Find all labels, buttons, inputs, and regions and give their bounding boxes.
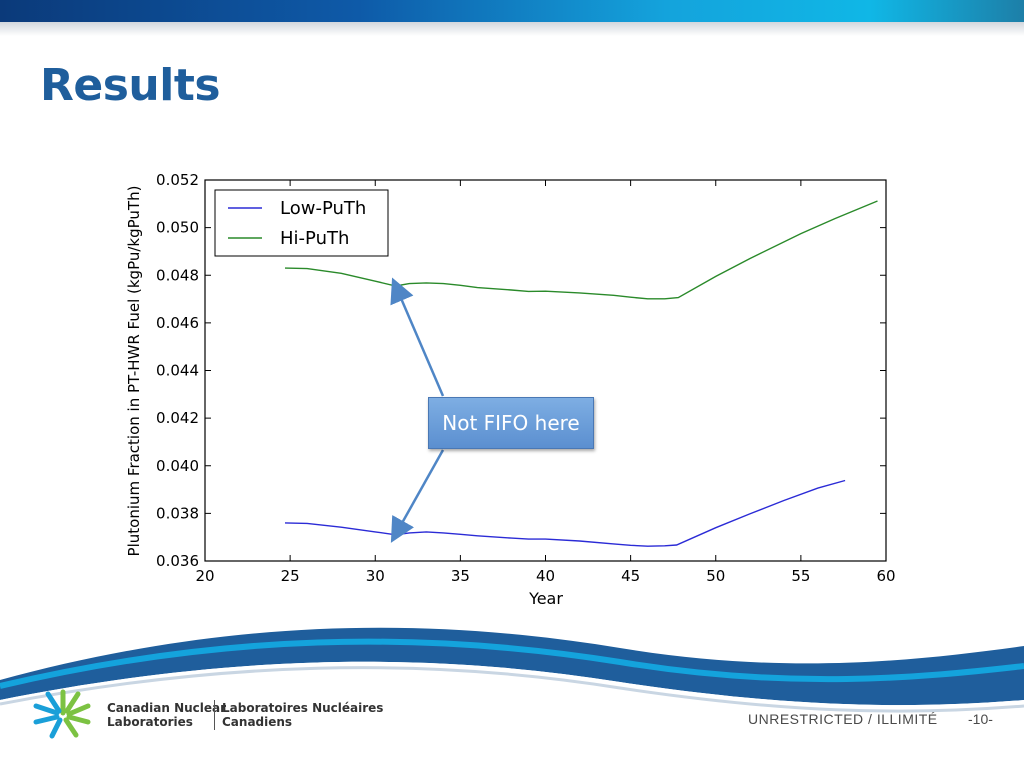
org-name-en-line2: Laboratories xyxy=(107,715,193,729)
org-name-fr-line2: Canadiens xyxy=(222,715,293,729)
y-axis-label: Plutonium Fraction in PT-HWR Fuel (kgPu/… xyxy=(125,186,143,557)
classification-label: UNRESTRICTED / ILLIMITÉ xyxy=(748,711,938,727)
y-tick-label: 0.038 xyxy=(156,504,199,522)
org-name-fr: Laboratoires Nucléaires Canadiens xyxy=(222,701,383,729)
legend-label-hi-puth: Hi-PuTh xyxy=(280,228,349,249)
y-tick-label: 0.046 xyxy=(156,314,199,332)
org-name-en-line1: Canadian Nuclear xyxy=(107,701,227,715)
x-tick-label: 45 xyxy=(621,567,640,585)
x-tick-label: 20 xyxy=(195,567,214,585)
org-name-en: Canadian Nuclear Laboratories xyxy=(107,701,226,729)
logo-divider xyxy=(214,700,215,730)
tick-layer: 20 25 30 35 40 45 50 55 60 0.036 0.038 0.040 0.042 0.… xyxy=(156,171,896,585)
line-chart: 20 25 30 35 40 45 50 55 60 0.036 0.038 0.040 0.042 0.… xyxy=(125,171,896,608)
legend-box xyxy=(214,189,389,257)
callout-arrow-lower xyxy=(390,449,445,543)
y-tick-label: 0.044 xyxy=(156,362,199,380)
x-tick-label: 35 xyxy=(451,567,470,585)
y-tick-label: 0.040 xyxy=(156,457,199,475)
header-band xyxy=(0,0,1024,22)
callout-arrow-upper xyxy=(390,277,445,397)
page-number: -10- xyxy=(968,711,993,727)
cnl-logo-icon xyxy=(33,689,91,739)
slide-title: Results xyxy=(40,60,221,111)
x-tick-label: 40 xyxy=(536,567,555,585)
x-tick-label: 60 xyxy=(876,567,895,585)
y-tick-label: 0.050 xyxy=(156,219,199,237)
y-tick-label: 0.036 xyxy=(156,552,199,570)
y-tick-label: 0.048 xyxy=(156,266,199,284)
footer-swoosh xyxy=(0,627,1024,768)
org-name-fr-line1: Laboratoires Nucléaires xyxy=(222,701,384,715)
header-band-shadow xyxy=(0,22,1024,36)
x-tick-label: 50 xyxy=(706,567,725,585)
x-tick-label: 25 xyxy=(281,567,300,585)
x-tick-label: 55 xyxy=(791,567,810,585)
x-tick-label: 30 xyxy=(366,567,385,585)
legend: Low-PuTh Hi-PuTh xyxy=(214,189,389,257)
x-axis-label: Year xyxy=(528,589,563,608)
callout-box: Not FIFO here xyxy=(428,397,594,449)
y-tick-label: 0.042 xyxy=(156,409,199,427)
y-tick-label: 0.052 xyxy=(156,171,199,189)
legend-label-low-puth: Low-PuTh xyxy=(280,198,366,219)
